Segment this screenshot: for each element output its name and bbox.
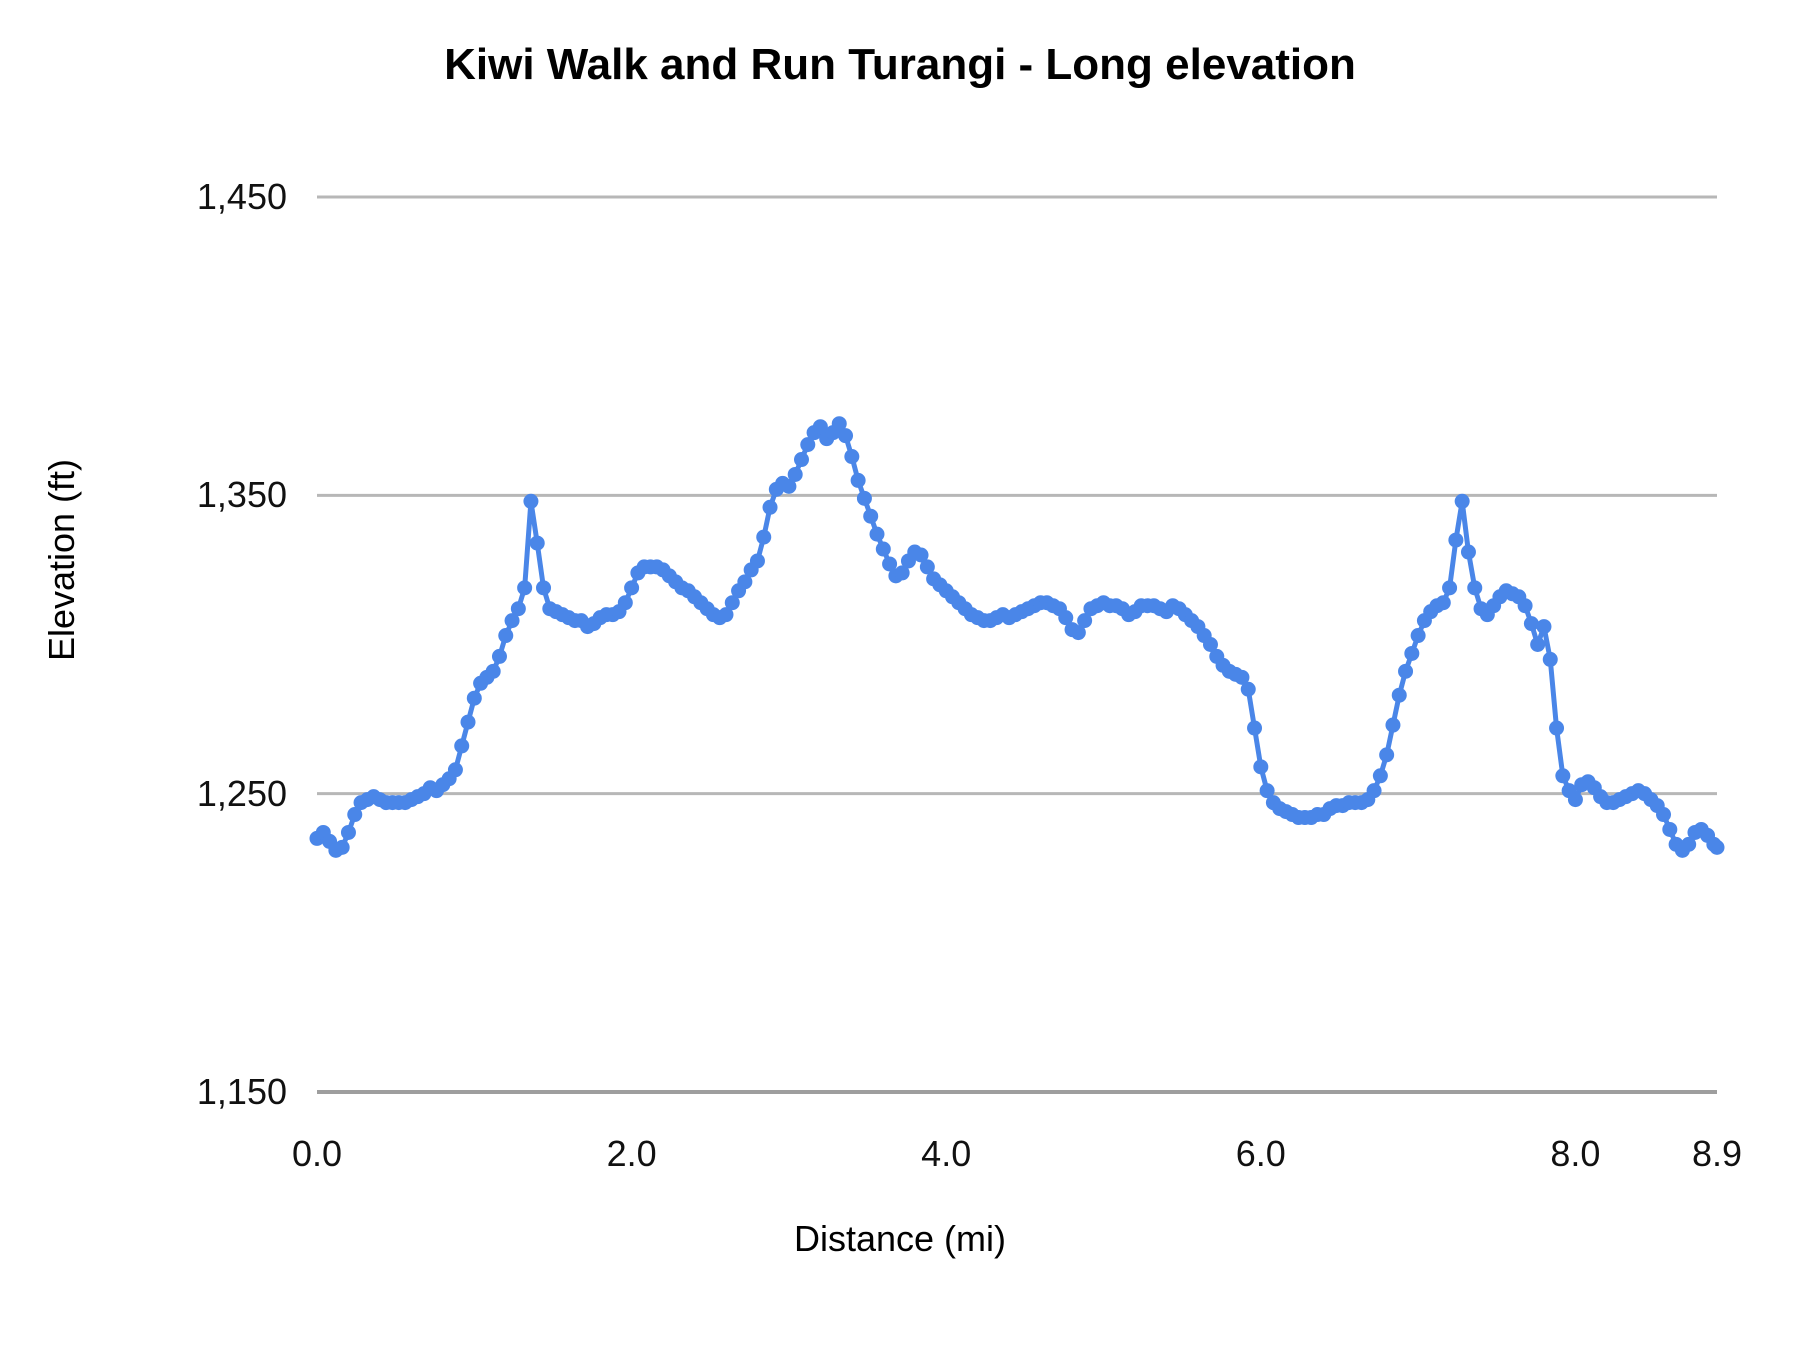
x-tick-label: 6.0: [1235, 1133, 1286, 1174]
data-point: [1709, 839, 1725, 855]
data-point: [536, 580, 552, 596]
y-axis-title: Elevation (ft): [41, 458, 82, 662]
data-point: [454, 738, 470, 754]
data-point: [460, 714, 476, 730]
data-point: [869, 526, 885, 542]
data-point: [1542, 651, 1558, 667]
data-point: [1435, 595, 1451, 611]
data-point: [749, 553, 765, 569]
data-point: [529, 535, 545, 551]
data-point: [800, 437, 816, 453]
data-point: [1442, 580, 1458, 596]
data-point: [485, 663, 501, 679]
data-point: [1448, 532, 1464, 548]
x-tick-label: 8.9: [1691, 1133, 1743, 1174]
data-point: [1662, 821, 1678, 837]
data-point: [718, 607, 734, 623]
data-point: [1530, 637, 1546, 652]
x-axis-title: Distance (mi): [793, 1218, 1007, 1259]
data-point: [1398, 663, 1414, 679]
x-tick-label: 0.0: [291, 1133, 343, 1174]
data-point: [1567, 792, 1583, 808]
chart-title: Kiwi Walk and Run Turangi - Long elevati…: [444, 40, 1356, 89]
data-point: [1454, 493, 1470, 509]
data-point: [793, 452, 809, 468]
data-point: [510, 601, 526, 617]
x-tick-label: 2.0: [606, 1133, 657, 1174]
y-tick-label: 1,150: [196, 1071, 287, 1112]
data-point: [1366, 783, 1382, 799]
data-point: [523, 493, 539, 509]
data-point: [762, 499, 778, 515]
data-point: [1372, 768, 1388, 784]
data-point: [504, 613, 520, 629]
data-point: [919, 559, 935, 575]
series-line: [314, 421, 1720, 853]
data-point: [1517, 598, 1533, 614]
data-point: [724, 595, 740, 611]
data-point: [1247, 720, 1263, 736]
data-point: [1410, 628, 1426, 644]
data-point: [624, 580, 640, 596]
data-point: [913, 547, 929, 563]
data-point: [498, 628, 514, 644]
data-point: [1070, 625, 1086, 641]
data-point: [491, 648, 507, 664]
data-point: [1240, 681, 1256, 697]
data-point: [838, 428, 854, 444]
data-point: [1058, 610, 1074, 626]
data-point: [447, 762, 463, 778]
y-tick-label: 1,350: [196, 474, 287, 516]
data-point: [517, 580, 533, 596]
data-point: [1404, 645, 1420, 661]
data-point: [1460, 544, 1476, 560]
data-point: [617, 595, 633, 611]
data-point: [1202, 637, 1218, 652]
data-point: [1523, 616, 1539, 632]
data-point: [812, 419, 828, 435]
data-point: [1234, 669, 1250, 685]
data-point: [737, 574, 753, 590]
data-point: [347, 807, 363, 823]
data-point: [1536, 619, 1552, 635]
data-point: [340, 824, 356, 840]
data-point: [466, 690, 482, 706]
data-point: [1253, 759, 1269, 775]
data-point: [1385, 717, 1401, 733]
data-point: [844, 449, 860, 465]
data-point: [1656, 807, 1672, 823]
data-point: [875, 541, 891, 557]
data-point: [894, 565, 910, 581]
data-point: [1077, 613, 1093, 629]
x-tick-label: 4.0: [921, 1133, 972, 1174]
data-point: [1391, 687, 1407, 703]
data-point: [1555, 768, 1571, 784]
data-point: [831, 416, 847, 432]
y-tick-label: 1,250: [196, 772, 287, 814]
x-tick-label: 8.0: [1550, 1133, 1601, 1174]
data-point: [756, 529, 772, 545]
data-point: [863, 508, 879, 524]
data-point: [1549, 720, 1565, 736]
data-point: [856, 490, 872, 506]
y-tick-label: 1,450: [196, 176, 287, 217]
data-point: [1379, 747, 1395, 763]
data-point: [1259, 783, 1275, 799]
data-point: [781, 478, 797, 494]
data-point: [850, 472, 866, 488]
data-point: [787, 466, 803, 482]
data-point: [882, 556, 898, 572]
data-point: [1681, 836, 1697, 852]
data-point: [334, 839, 350, 855]
data-point: [1467, 580, 1483, 596]
